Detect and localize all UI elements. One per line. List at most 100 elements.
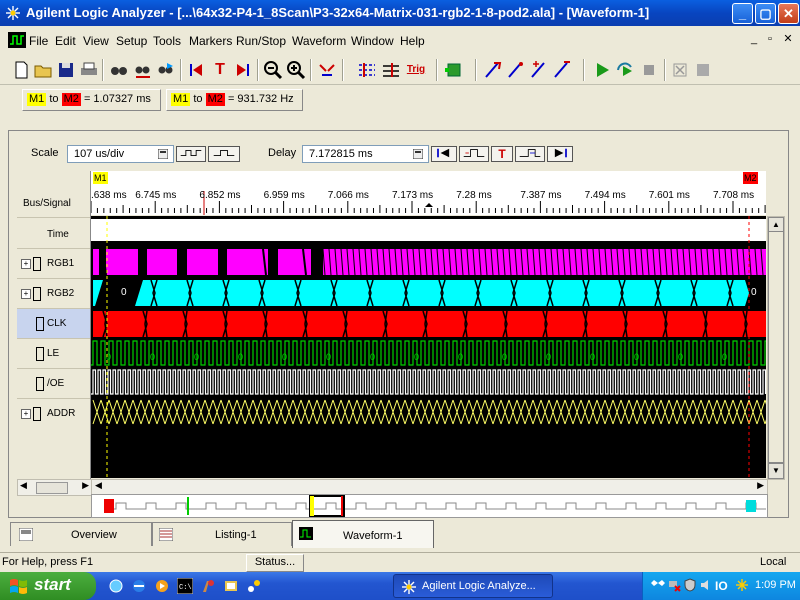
tab-overview[interactable]: Overview <box>10 522 152 546</box>
quicklaunch-app-icon[interactable] <box>108 578 124 594</box>
command-prompt-icon[interactable]: C:\ <box>177 578 193 594</box>
scroll-right-icon[interactable]: ▶ <box>757 480 764 490</box>
menu-markers[interactable]: Markers <box>189 34 233 48</box>
delay-trigger-button[interactable]: T <box>491 146 513 162</box>
network-app-icon[interactable] <box>246 578 262 594</box>
calculator-icon[interactable] <box>158 149 168 159</box>
signal-panel-hscroll[interactable]: ◀ ▶ <box>17 479 92 496</box>
rgb1-transition <box>628 248 632 276</box>
minimize-button[interactable]: _ <box>732 3 753 24</box>
signal-settings-icon[interactable] <box>380 59 402 81</box>
signal-row-oe[interactable]: /OE <box>17 369 90 399</box>
paint-icon[interactable] <box>200 578 216 594</box>
signal-row-rgb2[interactable]: + RGB2 <box>17 279 90 309</box>
scroll-left-icon[interactable]: ◀ <box>20 480 27 490</box>
internet-explorer-icon[interactable] <box>131 578 147 594</box>
calculator-icon[interactable] <box>413 149 423 159</box>
menu-file[interactable]: File <box>29 34 49 48</box>
trigger-setup-button[interactable]: Trig <box>406 64 426 75</box>
status-button[interactable]: Status... <box>246 554 304 572</box>
mdi-minimize-button[interactable]: _ <box>750 33 758 45</box>
expand-icon[interactable]: + <box>21 259 31 269</box>
open-folder-icon[interactable] <box>32 59 54 81</box>
security-shield-icon[interactable] <box>683 578 697 592</box>
menu-view[interactable]: View <box>83 34 109 48</box>
mdi-close-button[interactable]: ✕ <box>783 33 793 45</box>
media-player-icon[interactable] <box>154 578 170 594</box>
tab-listing-1[interactable]: Listing-1 <box>152 522 292 546</box>
scroll-down-icon[interactable]: ▼ <box>768 463 784 479</box>
run-repetitive-icon[interactable] <box>614 59 636 81</box>
signal-row-clk[interactable]: CLK <box>17 309 90 339</box>
print-icon[interactable] <box>78 59 100 81</box>
marker-measure-icon[interactable] <box>528 59 550 81</box>
delay-to-start-button[interactable] <box>431 146 457 162</box>
expand-icon[interactable]: + <box>21 289 31 299</box>
speaker-icon[interactable] <box>699 578 713 592</box>
find-icon[interactable] <box>108 59 130 81</box>
delay-to-end-button[interactable] <box>547 146 573 162</box>
scroll-thumb[interactable] <box>36 482 68 494</box>
scroll-left-icon[interactable]: ◀ <box>95 480 102 490</box>
disabled-close-icon[interactable] <box>669 59 691 81</box>
marker-m2-flag[interactable]: M2 <box>743 172 758 184</box>
marker-frequency-measurement[interactable]: M1 to M2 = 931.732 Hz <box>166 89 303 111</box>
waveform-doc-icon[interactable] <box>8 32 26 48</box>
marker-off-icon[interactable] <box>551 59 573 81</box>
close-button[interactable]: ✕ <box>778 3 799 24</box>
vertical-scrollbar[interactable]: ▲ ▼ <box>767 216 785 480</box>
module-icon[interactable] <box>443 59 465 81</box>
menu-setup[interactable]: Setup <box>116 34 148 48</box>
menu-run-stop[interactable]: Run/Stop <box>236 34 287 48</box>
expand-icon[interactable]: + <box>21 409 31 419</box>
disabled-stop-icon[interactable] <box>692 59 714 81</box>
zoom-out-scale-button[interactable] <box>208 146 240 162</box>
menu-waveform[interactable]: Waveform <box>292 34 347 48</box>
signal-row-addr[interactable]: + ADDR <box>17 399 90 429</box>
menu-help[interactable]: Help <box>400 34 425 48</box>
marker-pen-icon[interactable] <box>505 59 527 81</box>
waveform-display[interactable]: 0 0 0 0 0 0 0 0 0 0 0 0 0 0 0 0 0 <box>91 216 766 478</box>
io-icon[interactable]: IO <box>715 578 731 592</box>
trigger-marker-button[interactable]: T <box>215 61 225 78</box>
scroll-right-icon[interactable]: ▶ <box>82 480 89 490</box>
stop-icon[interactable] <box>638 59 660 81</box>
scale-input[interactable]: 107 us/div <box>67 145 174 163</box>
zoom-markers-icon[interactable] <box>316 59 338 81</box>
network-error-icon[interactable] <box>667 578 681 592</box>
delay-prev-edge-button[interactable] <box>459 146 489 162</box>
find-prev-icon[interactable] <box>132 59 154 81</box>
go-to-start-icon[interactable] <box>185 59 207 81</box>
explorer-icon[interactable] <box>223 578 239 594</box>
find-next-icon[interactable] <box>155 59 177 81</box>
marker-m1-flag[interactable]: M1 <box>93 172 108 184</box>
delay-next-edge-button[interactable] <box>515 146 545 162</box>
zoom-in-icon[interactable] <box>285 59 307 81</box>
menu-edit[interactable]: Edit <box>55 34 76 48</box>
menu-tools[interactable]: Tools <box>153 34 182 48</box>
menu-window[interactable]: Window <box>351 34 394 48</box>
mdi-restore-button[interactable]: ▫ <box>768 33 772 45</box>
dropbox-icon[interactable] <box>651 578 665 592</box>
overview-navigator[interactable] <box>91 494 768 518</box>
taskbar-logic-analyzer-button[interactable]: Agilent Logic Analyze... <box>393 574 553 598</box>
clk-transition <box>462 310 468 338</box>
tab-waveform-1[interactable]: Waveform-1 <box>292 520 434 548</box>
go-to-end-icon[interactable] <box>232 59 254 81</box>
start-button[interactable]: start <box>0 572 96 600</box>
marker-place-icon[interactable] <box>482 59 504 81</box>
signal-row-time[interactable]: Time <box>17 219 90 249</box>
bus-settings-icon[interactable] <box>356 59 378 81</box>
zoom-in-scale-button[interactable] <box>176 146 206 162</box>
new-file-icon[interactable] <box>10 59 32 81</box>
signal-row-rgb1[interactable]: + RGB1 <box>17 249 90 279</box>
run-icon[interactable] <box>591 59 613 81</box>
agilent-tray-icon[interactable] <box>735 578 749 592</box>
vertical-scroll-thumb[interactable] <box>768 231 784 463</box>
marker-time-measurement[interactable]: M1 to M2 = 1.07327 ms <box>22 89 161 111</box>
zoom-out-icon[interactable] <box>262 59 284 81</box>
signal-row-le[interactable]: LE <box>17 339 90 369</box>
maximize-button[interactable]: ▢ <box>755 3 776 24</box>
delay-input[interactable]: 7.172815 ms <box>302 145 429 163</box>
save-icon[interactable] <box>55 59 77 81</box>
